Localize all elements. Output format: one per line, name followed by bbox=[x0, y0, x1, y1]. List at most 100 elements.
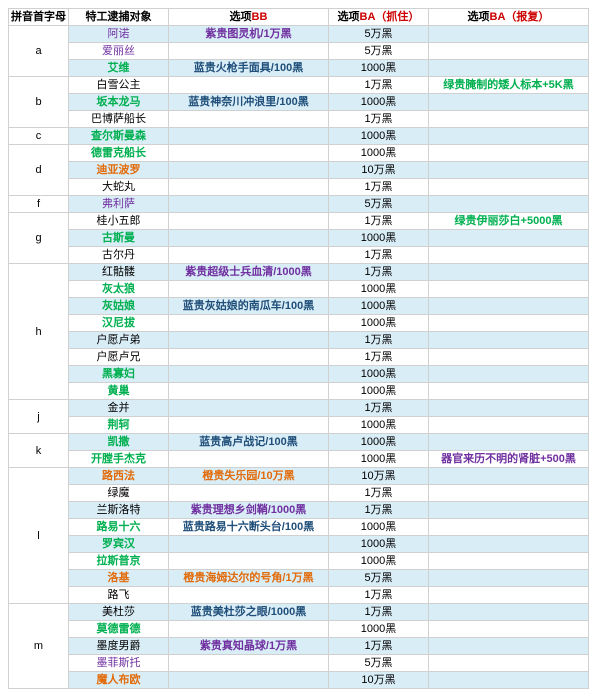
table-row: h红骷髅紫贵超级士兵血清/1000黑1万黑 bbox=[9, 264, 589, 281]
option-ba-catch: 1万黑 bbox=[329, 604, 429, 621]
option-ba-catch: 1000黑 bbox=[329, 434, 429, 451]
option-ba-catch: 1000黑 bbox=[329, 519, 429, 536]
target-name: 户愿卢弟 bbox=[69, 332, 169, 349]
option-bb: 蓝贵神奈川冲浪里/100黑 bbox=[169, 94, 329, 111]
option-bb bbox=[169, 417, 329, 434]
option-bb bbox=[169, 400, 329, 417]
option-bb bbox=[169, 655, 329, 672]
option-bb bbox=[169, 77, 329, 94]
option-bb bbox=[169, 230, 329, 247]
option-bb bbox=[169, 43, 329, 60]
option-ba-revenge bbox=[429, 570, 589, 587]
option-bb bbox=[169, 213, 329, 230]
option-bb bbox=[169, 128, 329, 145]
target-name: 路西法 bbox=[69, 468, 169, 485]
capture-table: 拼音首字母 特工逮捕对象 选项BB 选项BA（抓住） 选项BA（报复） a阿诺紫… bbox=[8, 8, 589, 689]
table-row: 莫德雷德1000黑 bbox=[9, 621, 589, 638]
table-row: 黄巢1000黑 bbox=[9, 383, 589, 400]
option-ba-revenge bbox=[429, 230, 589, 247]
letter-cell: l bbox=[9, 468, 69, 604]
target-name: 弗利萨 bbox=[69, 196, 169, 213]
table-row: c查尔斯曼森1000黑 bbox=[9, 128, 589, 145]
option-ba-revenge bbox=[429, 315, 589, 332]
option-ba-revenge bbox=[429, 638, 589, 655]
target-name: 美杜莎 bbox=[69, 604, 169, 621]
letter-cell: m bbox=[9, 604, 69, 689]
target-name: 白雪公主 bbox=[69, 77, 169, 94]
option-ba-catch: 1000黑 bbox=[329, 383, 429, 400]
table-row: 荆轲1000黑 bbox=[9, 417, 589, 434]
target-name: 德雷克船长 bbox=[69, 145, 169, 162]
option-bb bbox=[169, 451, 329, 468]
option-bb bbox=[169, 179, 329, 196]
table-row: 灰太狼1000黑 bbox=[9, 281, 589, 298]
option-ba-catch: 10万黑 bbox=[329, 468, 429, 485]
col-header-target: 特工逮捕对象 bbox=[69, 9, 169, 26]
target-name: 凯撒 bbox=[69, 434, 169, 451]
option-bb bbox=[169, 672, 329, 689]
option-bb bbox=[169, 196, 329, 213]
option-ba-catch: 1000黑 bbox=[329, 60, 429, 77]
option-ba-catch: 1万黑 bbox=[329, 77, 429, 94]
option-ba-revenge bbox=[429, 145, 589, 162]
option-ba-revenge bbox=[429, 60, 589, 77]
col-header-ba-catch: 选项BA（抓住） bbox=[329, 9, 429, 26]
option-bb bbox=[169, 332, 329, 349]
table-row: 户愿卢弟 1万黑 bbox=[9, 332, 589, 349]
option-ba-catch: 1000黑 bbox=[329, 315, 429, 332]
option-ba-revenge bbox=[429, 587, 589, 604]
option-ba-catch: 1000黑 bbox=[329, 451, 429, 468]
option-ba-catch: 1万黑 bbox=[329, 111, 429, 128]
table-row: 汉尼拔1000黑 bbox=[9, 315, 589, 332]
table-row: 兰斯洛特紫贵理想乡剑鞘/1000黑1万黑 bbox=[9, 502, 589, 519]
table-row: 古尔丹1万黑 bbox=[9, 247, 589, 264]
table-row: f弗利萨5万黑 bbox=[9, 196, 589, 213]
option-ba-catch: 1万黑 bbox=[329, 264, 429, 281]
option-bb: 紫贵超级士兵血清/1000黑 bbox=[169, 264, 329, 281]
option-ba-revenge bbox=[429, 111, 589, 128]
table-row: k凯撒蓝贵高卢战记/100黑1000黑 bbox=[9, 434, 589, 451]
target-name: 罗宾汉 bbox=[69, 536, 169, 553]
option-bb: 蓝贵美杜莎之眼/1000黑 bbox=[169, 604, 329, 621]
option-bb bbox=[169, 383, 329, 400]
table-row: 巴博萨船长1万黑 bbox=[9, 111, 589, 128]
option-ba-catch: 10万黑 bbox=[329, 162, 429, 179]
table-row: 墨菲斯托5万黑 bbox=[9, 655, 589, 672]
target-name: 迪亚波罗 bbox=[69, 162, 169, 179]
option-bb bbox=[169, 111, 329, 128]
option-ba-revenge bbox=[429, 655, 589, 672]
target-name: 户愿卢兄 bbox=[69, 349, 169, 366]
table-row: 洛基橙贵海姆达尔的号角/1万黑5万黑 bbox=[9, 570, 589, 587]
option-ba-catch: 1000黑 bbox=[329, 621, 429, 638]
option-ba-revenge bbox=[429, 383, 589, 400]
option-ba-catch: 1000黑 bbox=[329, 230, 429, 247]
option-ba-revenge: 绿贵伊丽莎白+5000黑 bbox=[429, 213, 589, 230]
option-ba-revenge: 绿贵腌制的矮人标本+5K黑 bbox=[429, 77, 589, 94]
option-bb: 橙贵失乐园/10万黑 bbox=[169, 468, 329, 485]
target-name: 绿魔 bbox=[69, 485, 169, 502]
target-name: 金并 bbox=[69, 400, 169, 417]
option-ba-catch: 1000黑 bbox=[329, 298, 429, 315]
option-ba-catch: 1000黑 bbox=[329, 145, 429, 162]
letter-cell: b bbox=[9, 77, 69, 128]
option-bb bbox=[169, 553, 329, 570]
option-ba-catch: 5万黑 bbox=[329, 570, 429, 587]
option-ba-revenge bbox=[429, 281, 589, 298]
table-row: j金并1万黑 bbox=[9, 400, 589, 417]
table-row: a阿诺紫贵图灵机/1万黑5万黑 bbox=[9, 26, 589, 43]
letter-cell: c bbox=[9, 128, 69, 145]
table-row: 绿魔1万黑 bbox=[9, 485, 589, 502]
table-row: 大蛇丸1万黑 bbox=[9, 179, 589, 196]
target-name: 艾维 bbox=[69, 60, 169, 77]
option-ba-catch: 1万黑 bbox=[329, 332, 429, 349]
option-ba-catch: 1万黑 bbox=[329, 587, 429, 604]
target-name: 大蛇丸 bbox=[69, 179, 169, 196]
table-row: 魔人布欧10万黑 bbox=[9, 672, 589, 689]
target-name: 阿诺 bbox=[69, 26, 169, 43]
table-row: 开膛手杰克1000黑器官来历不明的肾脏+500黑 bbox=[9, 451, 589, 468]
header-row: 拼音首字母 特工逮捕对象 选项BB 选项BA（抓住） 选项BA（报复） bbox=[9, 9, 589, 26]
table-row: 坂本龙马蓝贵神奈川冲浪里/100黑1000黑 bbox=[9, 94, 589, 111]
option-ba-revenge bbox=[429, 417, 589, 434]
option-bb bbox=[169, 162, 329, 179]
table-row: 罗宾汉1000黑 bbox=[9, 536, 589, 553]
